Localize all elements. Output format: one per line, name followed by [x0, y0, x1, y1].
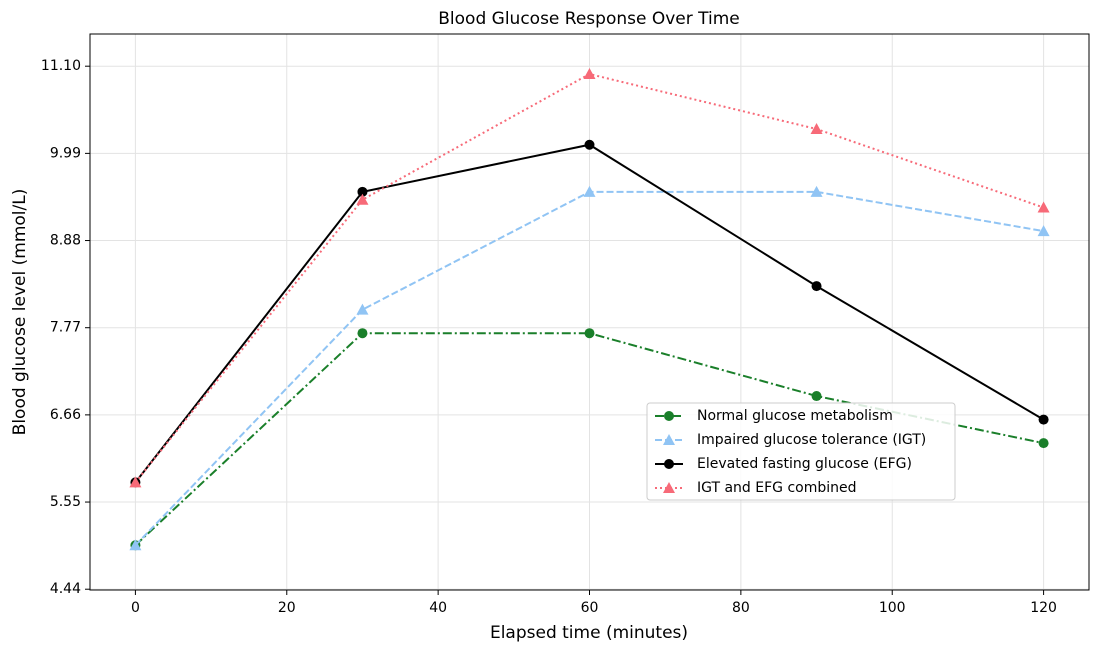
marker: [811, 391, 822, 402]
marker: [811, 281, 822, 292]
marker: [810, 123, 823, 135]
marker: [357, 328, 368, 339]
marker: [583, 68, 596, 80]
legend-label: Normal glucose metabolism: [697, 408, 893, 424]
x-tick-label: 100: [879, 600, 906, 616]
marker: [357, 186, 368, 197]
y-tick-label: 4.44: [50, 581, 81, 597]
x-tick-label: 60: [581, 600, 599, 616]
marker: [1037, 225, 1050, 237]
y-tick-label: 7.77: [50, 320, 81, 336]
marker: [129, 539, 142, 551]
marker: [129, 476, 142, 488]
legend-label: Elevated fasting glucose (EFG): [697, 456, 912, 472]
y-axis-label: Blood glucose level (mmol/L): [10, 189, 30, 436]
marker: [356, 193, 369, 205]
marker: [1038, 438, 1049, 449]
y-tick-label: 9.99: [50, 145, 81, 161]
x-tick-label: 40: [429, 600, 447, 616]
marker: [584, 328, 595, 339]
legend: Normal glucose metabolism Impaired glucos…: [646, 402, 956, 501]
x-tick-label: 80: [732, 600, 750, 616]
marker: [583, 185, 596, 197]
marker: [663, 482, 675, 493]
x-axis-label: Elapsed time (minutes): [490, 623, 688, 643]
marker: [663, 434, 675, 445]
x-tick-label: 120: [1030, 600, 1057, 616]
marker: [810, 185, 823, 197]
chart-title: Blood Glucose Response Over Time: [438, 9, 739, 29]
plot-frame: [89, 33, 1090, 591]
y-tick-label: 11.10: [41, 58, 81, 74]
marker: [1038, 414, 1049, 425]
legend-label: Impaired glucose tolerance (IGT): [697, 432, 926, 448]
marker: [664, 459, 674, 469]
x-tick-label: 0: [131, 600, 140, 616]
y-tick-label: 5.55: [50, 494, 81, 510]
marker: [1037, 201, 1050, 213]
x-tick-label: 20: [278, 600, 296, 616]
marker: [584, 139, 595, 150]
marker: [356, 303, 369, 315]
legend-label: IGT and EFG combined: [697, 480, 857, 496]
legend-frame: [646, 402, 956, 501]
y-tick-label: 6.66: [50, 407, 81, 423]
marker: [664, 411, 674, 421]
series-line: [134, 72, 1044, 484]
y-tick-label: 8.88: [50, 233, 81, 249]
